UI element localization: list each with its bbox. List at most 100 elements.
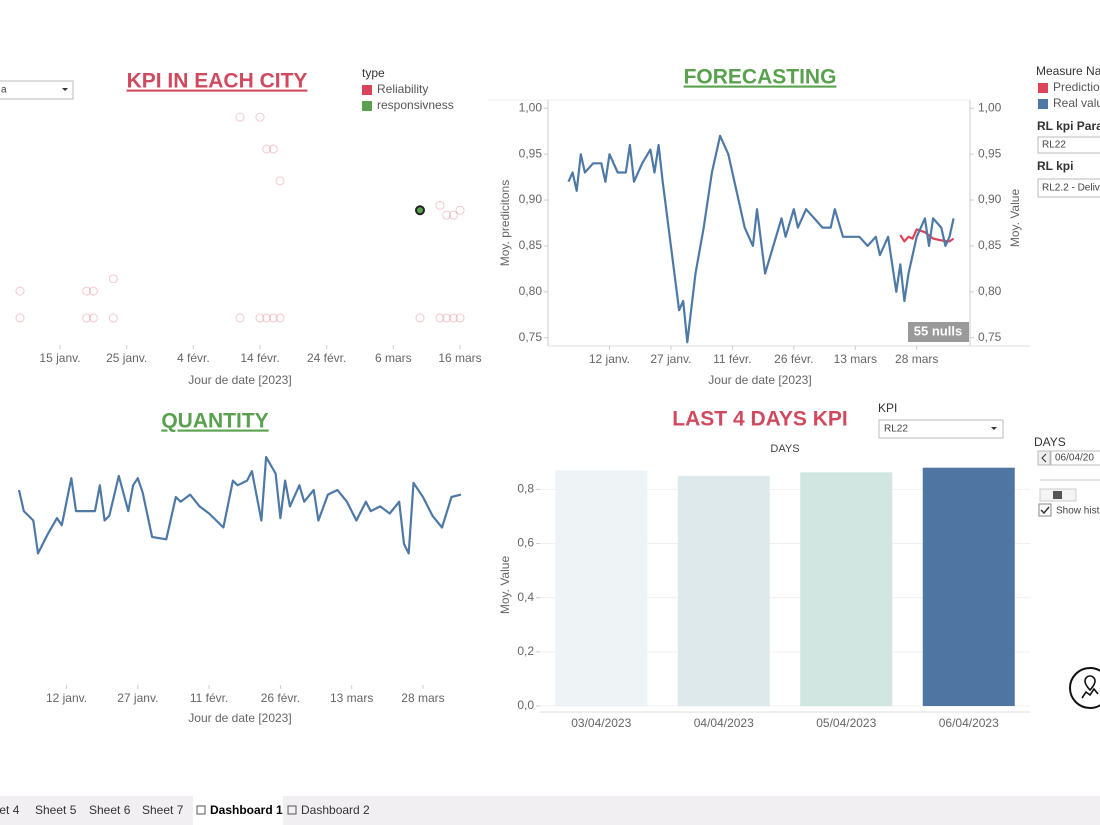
scatter-point[interactable] — [255, 112, 265, 122]
scatter-point[interactable] — [448, 313, 458, 323]
scatter-point[interactable] — [262, 144, 272, 154]
stop-button[interactable] — [1053, 491, 1062, 499]
scatter-point[interactable] — [108, 313, 118, 323]
chart-title: QUANTITY — [161, 410, 268, 433]
scatter-point[interactable] — [235, 112, 245, 122]
y2-tick-label: 0,80 — [978, 284, 1002, 298]
legend-swatch — [362, 101, 372, 111]
y2-tick-label: 0,95 — [978, 146, 1002, 160]
kpi-filter-value: RL22 — [884, 424, 908, 435]
kpi-filter-dropdown[interactable] — [878, 419, 1004, 439]
y-tick-label: 0,4 — [517, 590, 534, 604]
x-tick-label: 24 févr. — [307, 351, 346, 365]
scatter-point[interactable] — [268, 313, 278, 323]
scatter-point[interactable] — [88, 286, 98, 296]
active-tab — [193, 796, 283, 825]
scatter-point[interactable] — [415, 313, 425, 323]
legend-swatch — [1038, 99, 1048, 109]
scatter-point[interactable] — [82, 286, 92, 296]
scatter-point[interactable] — [455, 313, 465, 323]
bar[interactable] — [677, 475, 770, 706]
sheet-tab[interactable]: Sheet 6 — [89, 803, 131, 817]
tab-bar — [0, 796, 1100, 825]
scatter-point[interactable] — [448, 210, 458, 220]
line-series — [17, 456, 462, 555]
prev-button[interactable] — [1037, 450, 1051, 466]
param-value: RL22 — [1042, 140, 1066, 151]
null-badge-text: 55 nulls — [914, 323, 962, 338]
x-tick-label: 11 févr. — [190, 691, 228, 705]
sheet-tab[interactable]: Sheet 7 — [142, 803, 184, 817]
tab-icon — [287, 805, 297, 815]
scatter-point[interactable] — [442, 210, 452, 220]
show-history-label: Show hist — [1056, 506, 1100, 517]
city-dropdown[interactable] — [0, 80, 74, 100]
bar[interactable] — [555, 470, 648, 706]
days-label: DAYS — [1034, 435, 1066, 449]
scatter-point[interactable] — [415, 205, 425, 216]
null-badge[interactable] — [908, 322, 969, 342]
x-tick-label: 12 janv. — [589, 352, 630, 366]
y-tick-label: 0,85 — [519, 238, 543, 252]
prev-arrow — [1041, 453, 1047, 463]
scatter-point[interactable] — [455, 205, 465, 215]
days-value: 06/04/20 — [1055, 453, 1094, 464]
bar[interactable] — [922, 467, 1015, 706]
days-input[interactable] — [1050, 450, 1100, 466]
sheet-tab[interactable]: Dashboard 2 — [301, 803, 370, 817]
legend-label: Predictio — [1053, 80, 1100, 94]
scatter-point[interactable] — [262, 313, 272, 323]
scatter-point[interactable] — [108, 274, 118, 284]
chart-title: FORECASTING — [684, 66, 837, 89]
tab-icon — [196, 805, 206, 815]
x-axis-label: Jour de date [2023] — [708, 373, 811, 387]
x-tick-label: 03/04/2023 — [571, 716, 631, 730]
checkbox[interactable] — [1038, 503, 1052, 517]
kpi-label: RL kpi — [1037, 159, 1073, 173]
check-mark — [1040, 506, 1050, 515]
sheet-tab[interactable]: Dashboard 1 — [210, 803, 283, 817]
x-tick-label: 26 févr. — [261, 691, 300, 705]
x-tick-label: 05/04/2023 — [816, 716, 876, 730]
scatter-point[interactable] — [275, 313, 285, 323]
map-icon — [1081, 675, 1099, 699]
y-tick-label: 0,80 — [519, 284, 543, 298]
y-tick-label: 0,0 — [517, 698, 534, 712]
y2-tick-label: 0,85 — [978, 238, 1002, 252]
chart-title: LAST 4 DAYS KPI — [672, 408, 847, 431]
bar[interactable] — [800, 472, 893, 706]
x-tick-label: 25 janv. — [106, 351, 147, 365]
x-tick-label: 16 mars — [438, 351, 481, 365]
x-tick-label: 27 janv. — [117, 691, 158, 705]
scatter-point[interactable] — [442, 313, 452, 323]
city-dropdown-value: a — [1, 85, 7, 96]
scatter-point[interactable] — [435, 200, 445, 210]
map-button[interactable] — [1069, 667, 1100, 709]
y-tick-label: 0,95 — [519, 146, 543, 160]
scatter-point[interactable] — [88, 313, 98, 323]
y-tick-label: 0,75 — [519, 330, 543, 344]
scatter-point[interactable] — [255, 313, 265, 323]
x-tick-label: 28 mars — [895, 352, 938, 366]
kpi-dropdown[interactable] — [1037, 178, 1100, 198]
scatter-point[interactable] — [275, 176, 285, 186]
x-axis-label: Jour de date [2023] — [188, 711, 291, 725]
kpi-value: RL2.2 - Deliv — [1042, 183, 1100, 194]
scatter-point[interactable] — [435, 313, 445, 323]
scatter-point[interactable] — [235, 313, 245, 323]
scatter-point[interactable] — [15, 286, 25, 296]
y2-tick-label: 0,90 — [978, 192, 1002, 206]
scatter-point[interactable] — [82, 313, 92, 323]
sheet-tab[interactable]: Sheet 5 — [35, 803, 77, 817]
x-tick-label: 14 févr. — [240, 351, 279, 365]
line-series — [567, 134, 955, 344]
chart-title: KPI IN EACH CITY — [127, 70, 308, 93]
y-tick-label: 1,00 — [519, 100, 543, 114]
y-tick-label: 0,6 — [517, 536, 534, 550]
scatter-point[interactable] — [268, 144, 278, 154]
sheet-tab[interactable]: Sheet 4 — [0, 803, 20, 817]
legend-swatch — [1038, 83, 1048, 93]
scatter-point[interactable] — [15, 313, 25, 323]
legend-label: Real valu — [1053, 96, 1100, 110]
param-dropdown[interactable] — [1037, 136, 1100, 154]
